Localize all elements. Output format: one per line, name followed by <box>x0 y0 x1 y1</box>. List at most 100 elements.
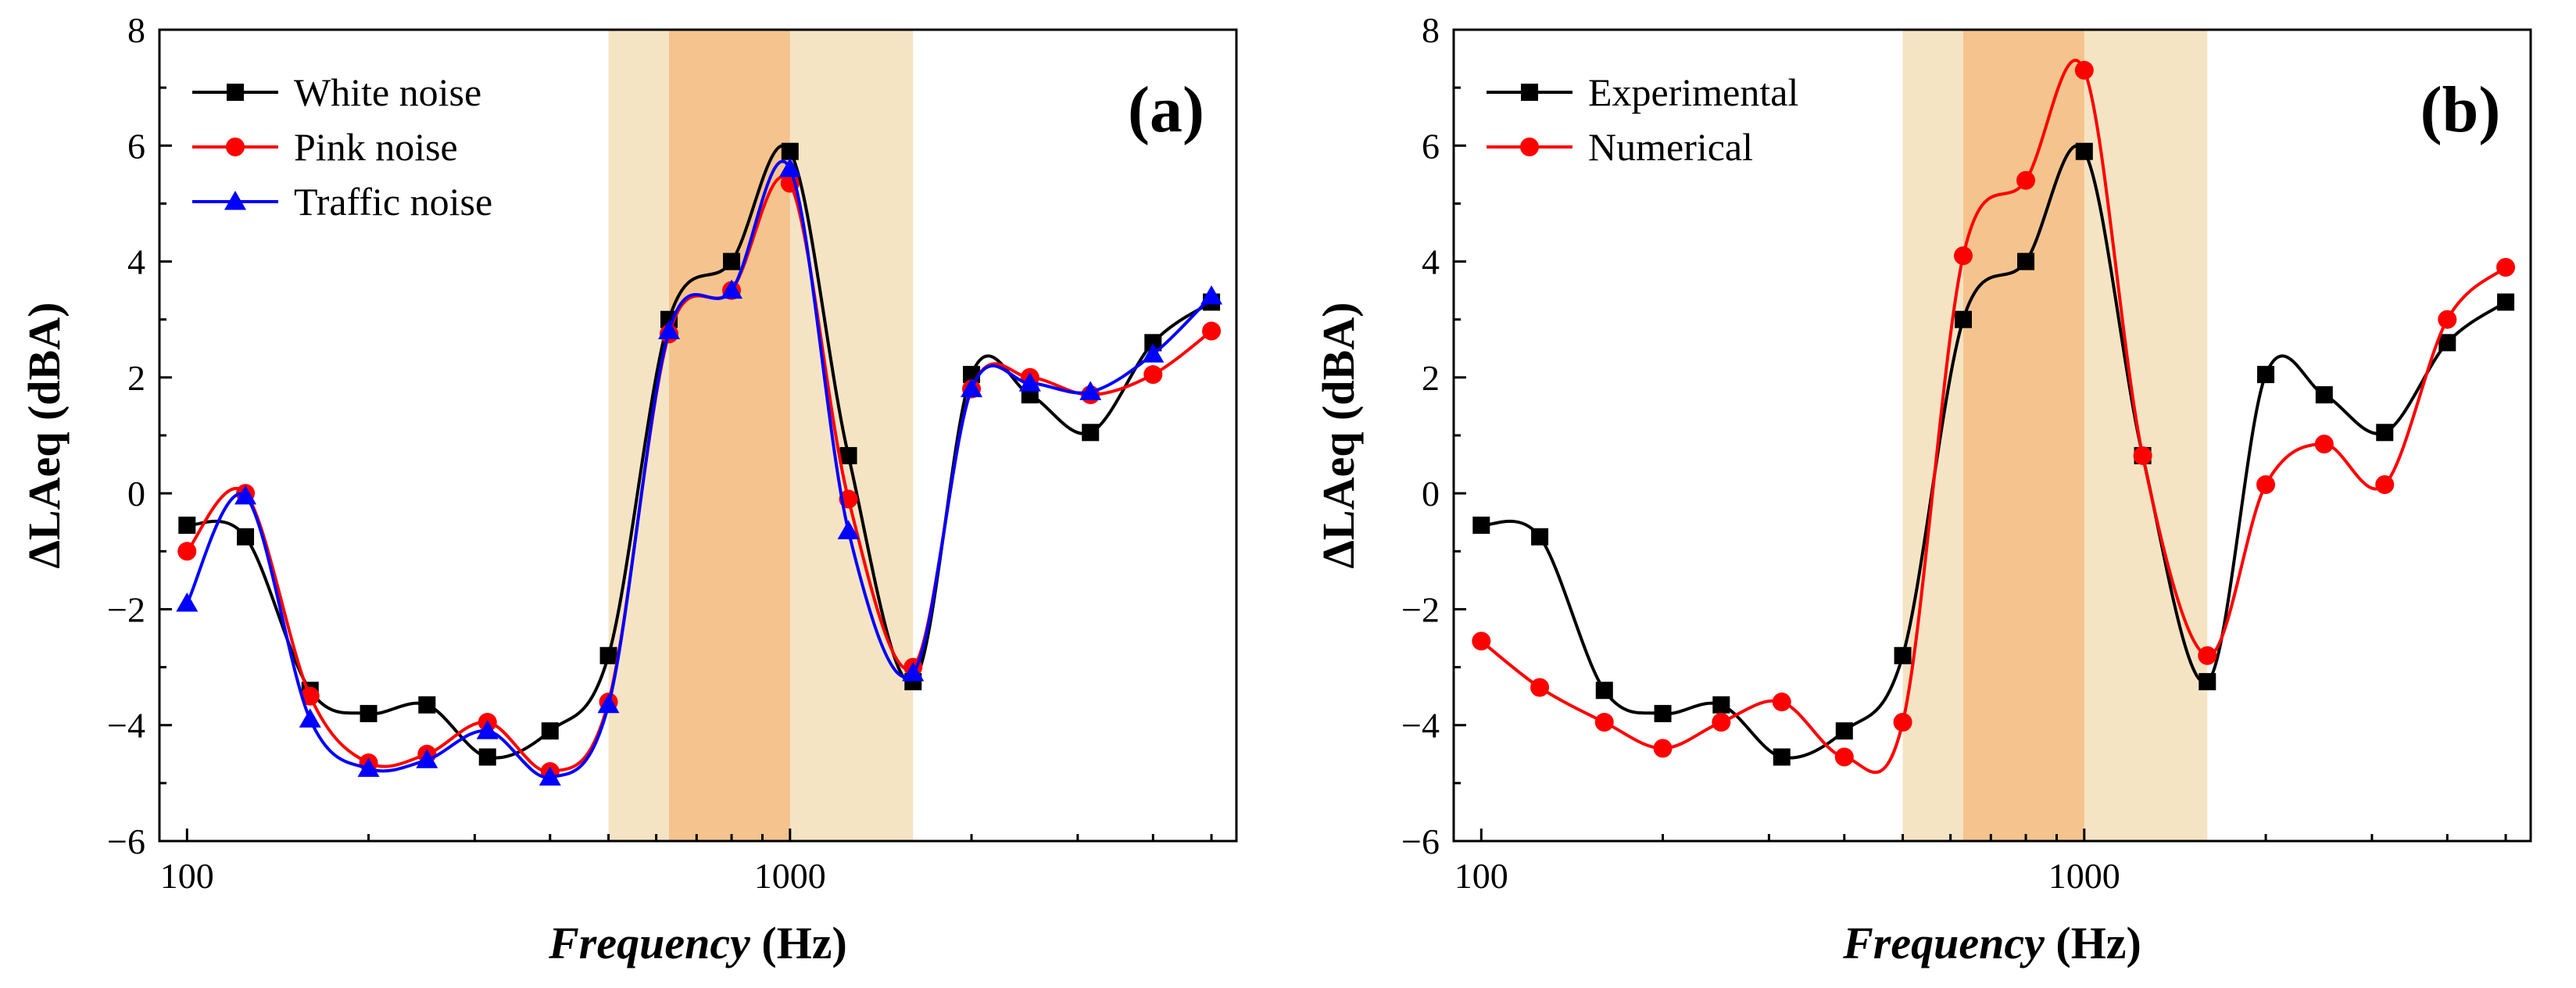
y-tick-label: 8 <box>127 10 145 50</box>
x-axis-label: Frequency (Hz) <box>548 918 847 968</box>
data-point <box>1202 321 1222 341</box>
data-point <box>2016 170 2036 190</box>
data-point <box>2438 334 2456 352</box>
y-tick-label: −6 <box>107 822 145 861</box>
data-point <box>1712 696 1730 714</box>
data-point <box>778 157 801 177</box>
data-point <box>1834 747 1854 767</box>
data-point <box>781 142 799 160</box>
data-point <box>1654 704 1672 722</box>
y-tick-label: −2 <box>107 589 145 629</box>
data-point <box>1835 722 1853 740</box>
data-point <box>597 693 620 714</box>
data-point <box>1472 632 1491 651</box>
data-point <box>1773 748 1791 766</box>
y-tick-label: 4 <box>1422 242 1440 282</box>
legend-label: Numerical <box>1588 125 1753 169</box>
data-point <box>2375 475 2395 495</box>
data-point <box>1143 365 1163 385</box>
series-traffic-noise <box>176 157 1223 786</box>
data-point <box>299 708 321 728</box>
panel-label: (a) <box>1128 73 1204 146</box>
x-tick-label: 100 <box>1454 856 1508 896</box>
y-tick-label: 0 <box>127 474 145 514</box>
chart-panel-1: −6 −4 −2 0 2 4 6 8 100 1000 Frequency (Hz) ΔLAeq (d… <box>19 10 1238 968</box>
data-point <box>1531 528 1549 546</box>
y-tick-label: 4 <box>127 242 145 282</box>
data-point <box>2074 60 2094 80</box>
y-tick-label: 8 <box>1422 10 1440 50</box>
data-point <box>1772 693 1791 712</box>
x-axis-label: Frequency (Hz) <box>1842 918 2141 968</box>
series-line <box>1480 144 2507 760</box>
data-point <box>2198 646 2217 665</box>
data-point <box>2376 424 2394 442</box>
data-point <box>360 704 377 722</box>
data-point <box>1954 310 1972 328</box>
y-tick-label: −4 <box>107 706 145 746</box>
y-tick-label: −6 <box>1401 822 1440 861</box>
legend-marker <box>227 84 244 101</box>
data-point <box>2075 142 2093 160</box>
data-point <box>418 696 436 714</box>
data-point <box>1079 381 1102 400</box>
x-tick-label: 1000 <box>754 856 826 896</box>
data-point <box>178 516 196 534</box>
data-point <box>538 766 561 786</box>
y-axis-label: ΔLAeq (dBA) <box>19 302 70 569</box>
x-tick-label: 100 <box>160 856 214 896</box>
data-point <box>1018 372 1041 392</box>
data-point <box>1653 739 1673 758</box>
y-tick-label: −2 <box>1401 589 1440 629</box>
data-point <box>176 592 199 612</box>
data-point <box>1082 424 1100 442</box>
data-point <box>599 646 617 664</box>
data-point <box>237 528 255 546</box>
data-point <box>1200 285 1223 305</box>
data-point <box>478 748 496 766</box>
data-point <box>1142 343 1165 363</box>
data-point <box>234 485 257 505</box>
legend-marker <box>226 138 245 156</box>
data-point <box>416 749 438 768</box>
y-tick-label: 2 <box>127 358 145 398</box>
data-point <box>721 279 743 299</box>
data-point <box>1894 646 1912 664</box>
data-point <box>2496 257 2516 277</box>
data-point <box>541 722 559 740</box>
data-point <box>839 446 857 464</box>
legend-marker <box>1520 138 1539 156</box>
y-tick-label: 0 <box>1422 474 1440 514</box>
data-point <box>1712 713 1731 732</box>
data-point <box>2199 673 2216 691</box>
data-point <box>2315 386 2333 404</box>
y-tick-label: 2 <box>1422 358 1440 398</box>
data-point <box>2256 475 2276 495</box>
data-point <box>2497 293 2515 311</box>
shaded-band-2 <box>668 30 790 841</box>
data-point <box>300 686 320 706</box>
data-point <box>1595 682 1613 700</box>
data-point <box>2133 446 2152 465</box>
shaded-band-2 <box>1962 30 2084 841</box>
legend-marker <box>1521 84 1538 101</box>
data-point <box>2314 435 2334 454</box>
data-point <box>657 320 680 340</box>
y-tick-label: 6 <box>127 126 145 166</box>
legend-label: Pink noise <box>294 125 458 169</box>
x-tick-label: 1000 <box>2048 856 2120 896</box>
legend-label: Experimental <box>1588 70 1798 114</box>
data-point <box>1472 516 1490 534</box>
legend-label: Traffic noise <box>294 180 492 224</box>
panel-label: (b) <box>2420 73 2501 146</box>
data-point <box>1893 713 1912 732</box>
data-point <box>1530 678 1550 697</box>
series-experimental <box>1472 142 2515 766</box>
data-point <box>1144 334 1162 352</box>
data-point <box>837 520 860 539</box>
data-point <box>476 720 499 739</box>
y-axis-label: ΔLAeq (dBA) <box>1313 302 1364 569</box>
data-point <box>2017 252 2035 270</box>
data-point <box>723 252 741 270</box>
